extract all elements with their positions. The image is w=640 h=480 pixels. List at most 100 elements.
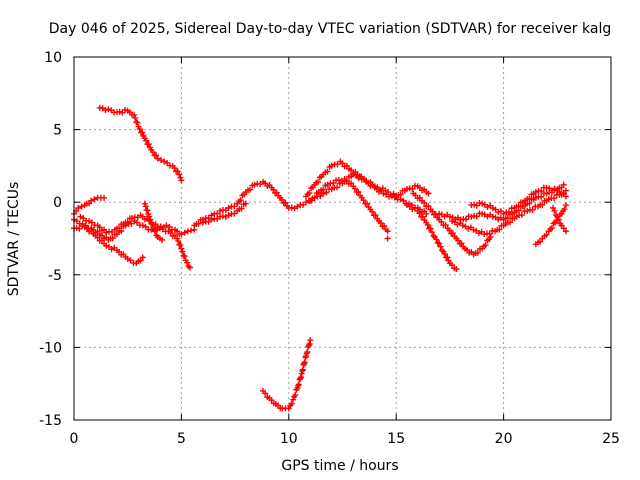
data-point-fill [143, 137, 150, 144]
data-point [307, 337, 314, 344]
data-point-fill [343, 162, 350, 169]
data-point [178, 231, 185, 238]
data-point-fill [381, 222, 388, 229]
data-point-fill [555, 216, 562, 223]
data-point-fill [311, 194, 318, 201]
data-point-fill [446, 227, 453, 234]
data-point-fill [369, 208, 376, 215]
data-point-fill [551, 207, 558, 214]
x-tick-label: 5 [177, 431, 186, 447]
data-point-fill [537, 238, 544, 245]
data-point-fill [339, 160, 346, 167]
data-point-fill [94, 234, 101, 241]
data-point [384, 228, 391, 235]
grid [74, 57, 611, 420]
x-tick-label: 25 [602, 431, 620, 447]
x-tick-label: 20 [495, 431, 513, 447]
data-point-fill [177, 174, 184, 181]
data-point-fill [351, 185, 358, 192]
data-point-fill [515, 203, 522, 210]
y-axis-label: SDTVAR / TECUs [6, 182, 22, 297]
data-point-fill [425, 203, 432, 210]
data-point-fill [116, 225, 123, 232]
data-point-fill [449, 262, 456, 269]
data-point [178, 245, 185, 252]
data-point-fill [438, 218, 445, 225]
data-point-fill [147, 216, 154, 223]
data-point-fill [171, 165, 178, 172]
data-point-fill [101, 226, 108, 233]
data-point-fill [78, 203, 85, 210]
data-point-fill [429, 229, 435, 236]
data-point [146, 213, 153, 220]
y-tick-label: 5 [53, 123, 62, 139]
data-point-fill [433, 236, 440, 243]
data-point-fill [416, 194, 423, 201]
data-point-fill [343, 178, 350, 185]
data-point [562, 193, 569, 200]
data-point-fill [507, 219, 514, 226]
data-point-fill [324, 168, 331, 175]
data-point-fill [421, 199, 428, 206]
data-point-fill [91, 196, 98, 203]
data-point-fill [458, 240, 465, 247]
data-point-fill [315, 178, 322, 185]
data-point [176, 171, 183, 178]
data-point-fill [538, 193, 545, 200]
data-point [562, 187, 569, 194]
data-point [128, 215, 135, 222]
x-tick-label: 15 [387, 431, 405, 447]
data-point-fill [219, 213, 226, 220]
data-point-fill [282, 199, 289, 206]
plot-frame [73, 56, 612, 421]
data-point-fill [102, 106, 109, 113]
data-point-fill [247, 186, 254, 193]
data-point-fill [335, 176, 342, 183]
y-tick-label: -15 [39, 413, 62, 429]
data-point-fill [436, 240, 443, 247]
data-point [101, 194, 108, 201]
data-point-fill [174, 168, 181, 175]
y-tick-labels: -15 -10 -5 0 5 10 [39, 50, 62, 429]
data-point-fill [184, 259, 191, 266]
data-point-fill [278, 196, 285, 203]
data-point [139, 254, 146, 261]
data-point-fill [139, 129, 146, 136]
data-point-fill [355, 188, 362, 195]
data-point-fill [455, 237, 462, 244]
data-point-fill [151, 228, 158, 235]
data-point [251, 181, 258, 188]
data-point-fill [441, 250, 448, 257]
data-point-fill [132, 114, 139, 121]
data-point-fill [297, 374, 304, 381]
data-point-fill [157, 157, 164, 164]
data-point-fill [134, 119, 141, 126]
data-point-fill [262, 390, 269, 397]
data-point-fill [145, 141, 152, 148]
data-point [159, 236, 166, 243]
data-point [105, 106, 112, 113]
data-point-fill [237, 197, 244, 204]
data-point-fill [474, 249, 481, 256]
data-point-fill [449, 230, 456, 237]
data-point [425, 190, 432, 197]
data-point [423, 210, 430, 217]
data-point-fill [348, 180, 355, 187]
data-point-fill [177, 241, 184, 248]
data-point [186, 264, 193, 271]
data-point [103, 229, 110, 236]
data-point-fill [288, 204, 295, 211]
data-point-fill [437, 243, 444, 250]
y-tick-label: -10 [39, 340, 62, 356]
data-point-fill [419, 213, 426, 220]
data-point-fill [153, 152, 160, 159]
data-point [88, 197, 95, 204]
data-point-fill [288, 400, 295, 407]
data-point-fill [543, 231, 550, 238]
data-point [562, 228, 569, 235]
data-point-fill [377, 220, 384, 227]
data-point-fill [442, 221, 449, 228]
data-point-fill [179, 248, 186, 255]
data-point [184, 228, 191, 235]
data-point [290, 396, 297, 403]
